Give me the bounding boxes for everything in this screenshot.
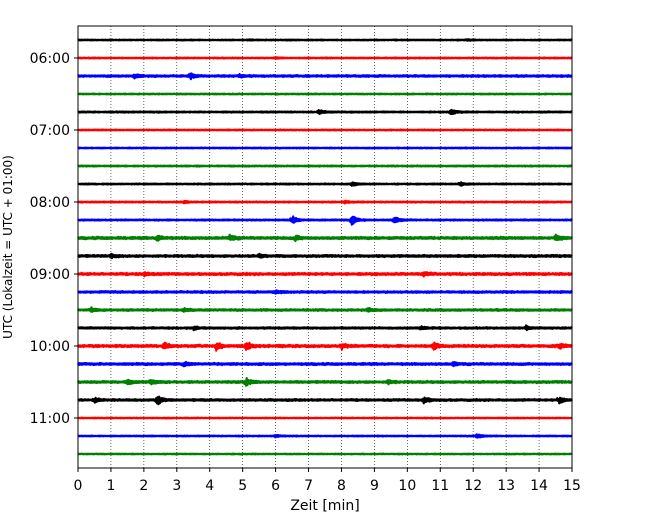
- trace-1130: [77, 452, 573, 456]
- x-tick-label: 15: [563, 478, 581, 494]
- trace-0845: [77, 252, 573, 260]
- x-axis-label: Zeit [min]: [290, 498, 359, 514]
- trace-0915: [77, 289, 573, 295]
- trace-0815: [77, 215, 573, 226]
- y-tick-label: 06:00: [30, 51, 70, 67]
- trace-1000: [77, 341, 573, 352]
- trace-0945: [77, 324, 573, 332]
- trace-0930: [77, 306, 573, 313]
- plot-frame: [77, 25, 573, 469]
- trace-0600: [77, 56, 573, 60]
- x-tick-label: 10: [398, 478, 416, 494]
- trace-1100: [77, 416, 573, 420]
- x-tick-label: 12: [464, 478, 482, 494]
- trace-0545: [77, 38, 573, 42]
- trace-1045: [77, 395, 573, 406]
- x-axis-ticks: 0 1 2 3 4 5 6 7 8 9 10 11 12 13 14 15: [74, 468, 581, 494]
- x-tick-label: 2: [139, 478, 148, 494]
- trace-0615: [77, 72, 573, 81]
- x-tick-label: 8: [337, 478, 346, 494]
- y-tick-label: 11:00: [30, 411, 70, 427]
- trace-0630: [77, 92, 573, 96]
- trace-0800: [77, 199, 573, 205]
- trace-0700: [77, 128, 573, 132]
- trace-0900: [77, 271, 573, 278]
- trace-0830: [77, 233, 573, 243]
- y-axis-label: UTC (Lokalzeit = UTC + 01:00): [1, 155, 15, 339]
- y-tick-label: 09:00: [30, 267, 70, 283]
- trace-0645: [77, 108, 573, 115]
- x-tick-label: 14: [530, 478, 548, 494]
- x-tick-label: 3: [172, 478, 181, 494]
- y-tick-label: 08:00: [30, 195, 70, 211]
- trace-0730: [77, 164, 573, 168]
- trace-0745: [77, 181, 573, 187]
- y-axis-ticks: 06:00 07:00 08:00 09:00 10:00 11:00: [30, 51, 78, 427]
- trace-1015: [76, 360, 573, 368]
- x-tick-label: 4: [205, 478, 214, 494]
- trace-0715: [77, 146, 573, 150]
- y-tick-label: 07:00: [30, 123, 70, 139]
- trace-1115: [77, 433, 573, 439]
- x-tick-label: 0: [74, 478, 83, 494]
- x-tick-label: 5: [238, 478, 247, 494]
- x-tick-label: 6: [271, 478, 280, 494]
- trace-lines: [76, 38, 573, 456]
- x-tick-label: 1: [106, 478, 115, 494]
- x-tick-label: 13: [497, 478, 515, 494]
- x-tick-label: 7: [304, 478, 313, 494]
- y-tick-label: 10:00: [30, 339, 70, 355]
- x-tick-label: 9: [370, 478, 379, 494]
- trace-1030: [77, 377, 573, 387]
- x-tick-label: 11: [431, 478, 449, 494]
